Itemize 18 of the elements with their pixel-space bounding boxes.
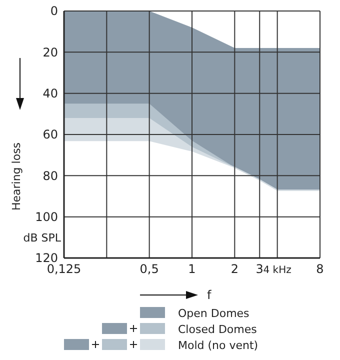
y-tick-label: 60 — [42, 128, 58, 142]
x-axis-title: f — [207, 288, 212, 302]
legend-label: Open Domes — [178, 307, 250, 320]
y-tick-label: 80 — [42, 168, 58, 183]
legend-label: Closed Domes — [178, 323, 258, 336]
y-tick-label: 100 — [35, 210, 58, 224]
y-tick-label: 0 — [50, 4, 58, 18]
x-tick-label: 4 kHz — [263, 265, 292, 276]
x-tick-label: 2 — [230, 262, 238, 276]
y-axis-title: Hearing loss — [10, 142, 23, 211]
x-tick-label: 3 — [256, 262, 264, 276]
x-tick-label: 0,5 — [140, 262, 159, 276]
legend-label: Mold (no vent) — [178, 339, 258, 352]
x-tick-label: 8 — [316, 262, 324, 276]
y-tick-label: 40 — [42, 86, 58, 101]
text: dB SPL — [23, 231, 62, 244]
y-tick-label: 20 — [42, 45, 58, 60]
x-tick-label: 1 — [188, 262, 196, 276]
